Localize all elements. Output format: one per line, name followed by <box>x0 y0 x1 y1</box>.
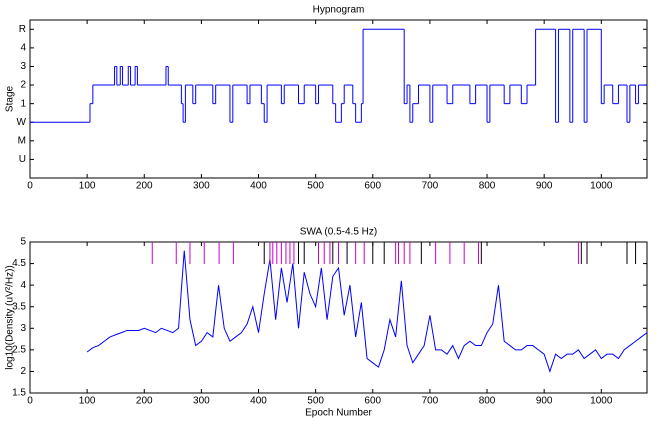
x-tick-label: 500 <box>307 396 324 407</box>
x-tick-label: 1000 <box>590 181 613 192</box>
y-tick-label: 3 <box>20 61 26 72</box>
x-tick-label: 100 <box>79 396 96 407</box>
y-tick-label: 4.5 <box>12 258 26 269</box>
x-tick-label: 0 <box>27 396 33 407</box>
x-tick-label: 600 <box>364 396 381 407</box>
axes-frame <box>29 19 648 179</box>
y-tick-label: W <box>17 117 27 128</box>
chart-title: Hypnogram <box>313 5 365 16</box>
y-tick-label: 5 <box>20 237 26 248</box>
y-axis-label: Stage <box>5 85 16 112</box>
y-tick-label: 1 <box>20 98 26 109</box>
x-tick-label: 200 <box>136 181 153 192</box>
x-tick-label: 700 <box>422 396 439 407</box>
x-tick-label: 900 <box>536 181 553 192</box>
x-tick-label: 800 <box>479 181 496 192</box>
x-tick-label: 0 <box>27 181 33 192</box>
x-tick-label: 900 <box>536 396 553 407</box>
y-tick-label: 4 <box>20 280 26 291</box>
x-tick-label: 400 <box>250 181 267 192</box>
y-tick-label: R <box>19 24 26 35</box>
x-tick-label: 500 <box>307 181 324 192</box>
axes-frame <box>29 241 648 394</box>
y-tick-label: 2.5 <box>12 344 26 355</box>
y-axis-label: log10(Density (uV²/Hz)) <box>5 265 16 369</box>
y-tick-label: M <box>18 135 26 146</box>
y-tick-label: U <box>19 154 26 165</box>
x-tick-label: 100 <box>79 181 96 192</box>
x-tick-label: 700 <box>422 181 439 192</box>
x-tick-label: 200 <box>136 396 153 407</box>
x-tick-label: 300 <box>193 396 210 407</box>
y-tick-label: 4 <box>20 43 26 54</box>
x-tick-label: 1000 <box>590 396 613 407</box>
y-tick-label: 2 <box>20 80 26 91</box>
y-tick-label: 3.5 <box>12 301 26 312</box>
y-tick-label: 2 <box>20 366 26 377</box>
data-line <box>86 250 648 374</box>
y-tick-label: 1.5 <box>12 388 26 399</box>
x-tick-label: 300 <box>193 181 210 192</box>
x-axis-label: Epoch Number <box>305 408 372 419</box>
y-tick-label: 3 <box>20 323 26 334</box>
x-tick-label: 800 <box>479 396 496 407</box>
x-tick-label: 600 <box>364 181 381 192</box>
chart-title: SWA (0.5-4.5 Hz) <box>300 227 377 238</box>
x-tick-label: 400 <box>250 396 267 407</box>
